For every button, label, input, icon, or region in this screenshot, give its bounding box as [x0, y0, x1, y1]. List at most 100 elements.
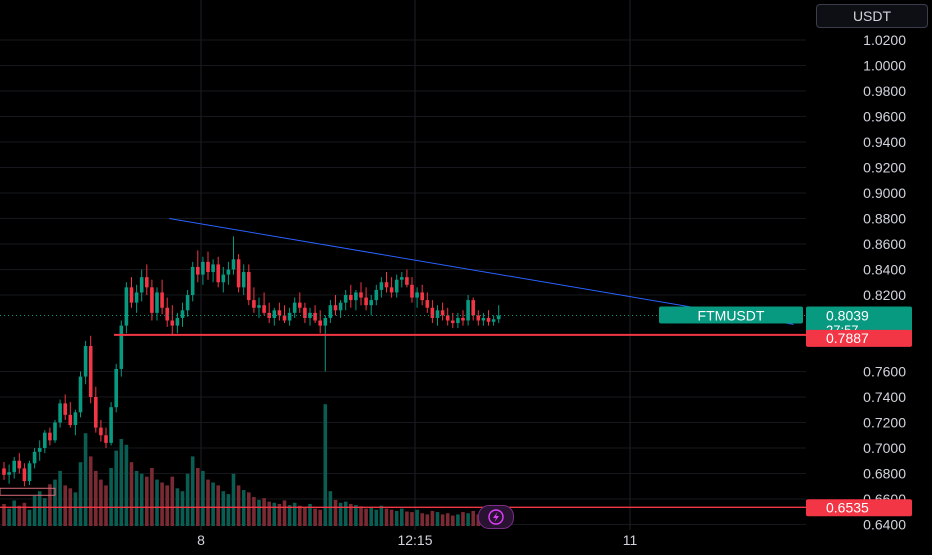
volume-bar: [379, 505, 384, 526]
candle-body: [292, 302, 297, 313]
volume-bar: [410, 512, 414, 526]
candle-body: [201, 261, 205, 275]
volume-bar: [201, 470, 205, 526]
candle-body: [257, 305, 261, 308]
candle-body: [262, 305, 266, 313]
price-tick-label: 0.6800: [863, 466, 906, 482]
price-axis[interactable]: 1.0200 1.0000 0.9800 0.9600 0.9400 0.9200 0.90…: [806, 0, 932, 550]
candle-body: [119, 325, 124, 369]
candle-body: [17, 460, 22, 469]
candle-body: [343, 295, 348, 303]
price-tick-label: 0.7600: [863, 364, 906, 380]
volume-bar: [241, 490, 246, 526]
price-tick-label: 0.8600: [863, 236, 906, 252]
volume-bar: [155, 479, 159, 526]
candle-body: [226, 269, 231, 275]
volume-bar: [282, 500, 287, 526]
lightning-button[interactable]: [478, 505, 514, 529]
volume-bar: [461, 512, 465, 526]
volume-bar: [359, 506, 363, 526]
volume-bar: [119, 439, 124, 526]
candle-body: [48, 432, 52, 441]
candle-body: [303, 307, 307, 318]
candle-body: [318, 320, 322, 326]
volume-bar: [99, 479, 103, 526]
volume-bar: [440, 514, 445, 526]
candle-body: [349, 295, 353, 301]
candle-body: [231, 259, 236, 270]
volume-bar: [160, 482, 164, 526]
candle-body: [63, 403, 67, 415]
candle-body: [328, 305, 333, 318]
candle-body: [124, 287, 129, 326]
candle-body: [22, 468, 27, 482]
price-tick-label: 0.7000: [863, 440, 906, 456]
candle-body: [206, 261, 210, 273]
candle-body: [476, 315, 481, 321]
volume-bar: [58, 470, 62, 526]
price-tick-label: 0.6400: [863, 517, 906, 533]
volume-bar: [206, 479, 210, 526]
candle-body: [134, 292, 139, 303]
volume-bar: [389, 509, 394, 526]
candle-body: [160, 292, 164, 308]
price-tick-label: 0.9400: [863, 134, 906, 150]
price-tick-label: 1.0200: [863, 32, 906, 48]
volume-bar: [221, 491, 226, 526]
volume-bar: [445, 513, 450, 526]
volume-bar: [318, 509, 322, 526]
candle-body: [369, 300, 373, 306]
volume-bar: [88, 456, 93, 526]
candle-body: [94, 397, 98, 428]
candle-body: [481, 317, 486, 321]
volume-bar: [292, 502, 297, 526]
volume-bar: [354, 505, 358, 526]
candle-body: [461, 317, 465, 321]
currency-button[interactable]: USDT: [816, 4, 928, 28]
volume-bar: [231, 473, 236, 526]
price-tick-label: 0.9600: [863, 109, 906, 125]
candle-body: [7, 472, 11, 475]
volume-bar: [211, 482, 215, 526]
price-tick-label: 0.8200: [863, 287, 906, 303]
volume-bar: [451, 515, 455, 526]
volume-bar: [43, 498, 47, 526]
candle-body: [440, 310, 445, 316]
price-axis-bg: [806, 0, 932, 550]
price-tick-label: 0.9200: [863, 160, 906, 176]
candle-body: [139, 277, 144, 293]
volume-bar: [405, 511, 409, 526]
symbol-tag: [659, 306, 803, 324]
volume-bar: [180, 491, 185, 526]
volume-bar: [374, 509, 379, 526]
time-axis[interactable]: 8 12:15 11: [197, 532, 637, 548]
volume-bar: [190, 456, 195, 526]
candle-body: [308, 312, 312, 318]
candle-body: [384, 282, 389, 288]
candle-body: [27, 463, 32, 482]
volume-bar: [94, 470, 98, 526]
volume-bar: [435, 512, 440, 526]
volume-bar: [267, 501, 271, 526]
candle-body: [277, 310, 282, 316]
volume-bar: [323, 404, 328, 526]
candle-body: [338, 302, 343, 311]
price-tick-label: 0.9800: [863, 83, 906, 99]
volume-bar: [262, 498, 266, 526]
volume-bar: [425, 514, 430, 526]
candle-body: [435, 310, 440, 318]
volume-bar: [456, 514, 460, 526]
volume-bar: [63, 485, 67, 526]
time-tick-label: 8: [197, 532, 205, 548]
volume-bar: [109, 468, 113, 526]
volume-bar: [48, 484, 52, 526]
volume-bar: [226, 494, 231, 526]
volume-bar: [252, 497, 256, 526]
time-tick-label: 12:15: [397, 532, 432, 548]
candle-body: [236, 259, 241, 288]
volume-bar: [272, 502, 277, 526]
candle-body: [99, 427, 103, 436]
